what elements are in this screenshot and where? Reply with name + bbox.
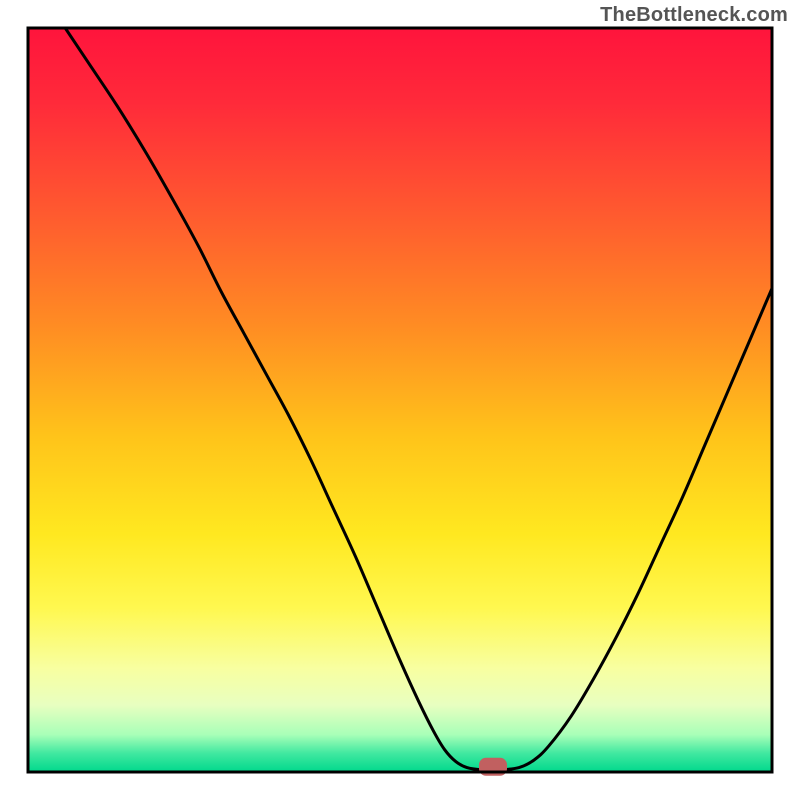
bottleneck-chart	[0, 0, 800, 800]
plot-area	[28, 28, 772, 776]
watermark-text: TheBottleneck.com	[600, 4, 788, 27]
chart-container: TheBottleneck.com	[0, 0, 800, 800]
